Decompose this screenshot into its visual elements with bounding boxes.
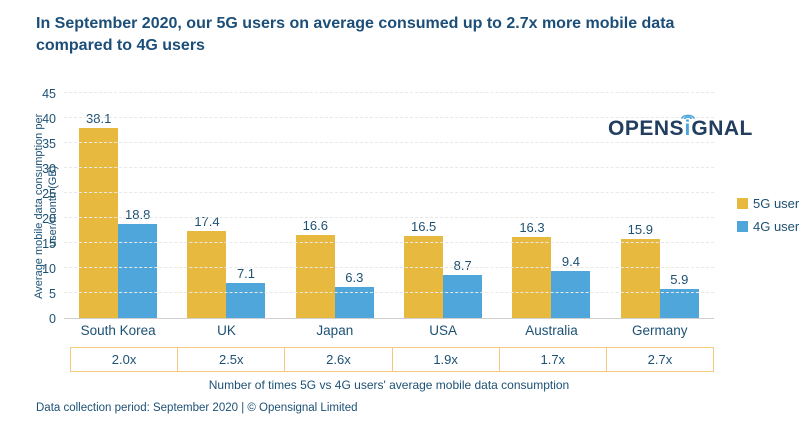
bar-group-south-korea: 38.1 18.8 xyxy=(64,93,172,318)
gridline-10 xyxy=(64,267,714,268)
bar-value-label: 16.6 xyxy=(302,218,328,233)
y-tick-25: 25 xyxy=(42,187,56,201)
legend-item-5g-user: 5G user xyxy=(737,196,799,211)
gridline-25 xyxy=(64,192,714,193)
multiplier-cell-south-korea: 2.0x xyxy=(111,352,137,367)
wifi-signal-icon xyxy=(680,114,695,119)
gridline-5 xyxy=(64,292,714,293)
bar-group-australia: 16.3 9.4 xyxy=(497,93,605,318)
legend-label: 4G user xyxy=(753,219,800,234)
bar-group-usa: 16.5 8.7 xyxy=(389,93,497,318)
bar-group-japan: 16.6 6.3 xyxy=(281,93,389,318)
bar-groups: 38.1 18.8 17.4 7.1 16.6 6.3 16.5 8.7 16.3 9.4 15.9… xyxy=(64,93,714,318)
multiplier-cell-japan: 2.6x xyxy=(284,348,391,371)
x-label-usa: USA xyxy=(429,323,458,338)
legend-label: 5G user xyxy=(753,196,800,211)
y-tick-0: 0 xyxy=(49,312,56,326)
multiplier-cell-usa: 1.9x xyxy=(391,348,499,371)
y-tick-30: 30 xyxy=(42,162,56,176)
5G-user-bar-australia: 16.3 xyxy=(512,220,552,318)
logo-i-glyph: i xyxy=(684,117,691,140)
5G-user-bar-japan: 16.6 xyxy=(295,218,335,318)
5G-user-bar-uk: 17.4 xyxy=(187,214,227,318)
multiplier-cell-australia: 1.7x xyxy=(498,348,606,371)
x-label-australia: Australia xyxy=(525,323,578,338)
bar-value-label: 7.1 xyxy=(236,265,256,281)
footer-note: Data collection period: September 2020 |… xyxy=(36,402,358,414)
multiplier-cell-uk: 2.5x xyxy=(177,348,284,371)
bar-value-label: 16.5 xyxy=(410,218,437,234)
5G-user-bar-germany: 15.9 xyxy=(620,222,660,318)
y-tick-5: 5 xyxy=(49,287,56,301)
y-tick-15: 15 xyxy=(42,237,56,251)
plot-area: 38.1 18.8 17.4 7.1 16.6 6.3 16.5 8.7 16.3 9.4 15.9… xyxy=(42,87,714,326)
bar-value-label: 6.3 xyxy=(345,269,364,285)
chart-title-line2: compared to 4G users xyxy=(36,36,205,54)
x-label-uk: UK xyxy=(217,323,236,338)
logo-text-right: GNAL xyxy=(691,117,753,140)
gridline-45 xyxy=(64,92,714,93)
bar-value-label: 16.3 xyxy=(519,219,545,235)
y-tick-45: 45 xyxy=(42,87,56,101)
x-label-south-korea: South Korea xyxy=(80,323,156,338)
multiplier-cell-germany: 2.7x xyxy=(605,348,713,371)
5G-user-bar-south-korea: 38.1 xyxy=(79,111,119,318)
bar-value-label: 9.4 xyxy=(561,254,581,269)
multiplier-table-caption: Number of times 5G vs 4G users' average … xyxy=(208,378,570,392)
bar-group-uk: 17.4 7.1 xyxy=(172,93,280,318)
opensignal-logo: OPENS i GNAL xyxy=(608,114,753,141)
4G-user-bar-germany: 5.9 xyxy=(659,272,699,318)
bar-value-label: 8.7 xyxy=(453,257,472,273)
y-tick-10: 10 xyxy=(42,262,56,276)
x-label-germany: Germany xyxy=(632,323,688,338)
gridline-30 xyxy=(64,167,714,168)
legend-swatch-icon xyxy=(737,198,748,209)
gridline-20 xyxy=(64,217,714,218)
4G-user-bar-japan: 6.3 xyxy=(334,270,374,318)
legend-item-4g-user: 4G user xyxy=(737,219,799,234)
bar-group-germany: 15.9 5.9 xyxy=(606,93,714,318)
logo-text-left: OPENS xyxy=(608,117,685,140)
4G-user-bar-uk: 7.1 xyxy=(226,266,266,318)
bar-value-label: 15.9 xyxy=(627,221,653,237)
bar-value-label: 18.8 xyxy=(125,207,151,222)
y-tick-40: 40 xyxy=(42,112,56,126)
x-label-japan: Japan xyxy=(316,323,354,338)
chart-legend: 5G user 4G user xyxy=(737,196,799,234)
5G-user-bar-usa: 16.5 xyxy=(404,219,444,318)
bar-value-label: 38.1 xyxy=(86,110,112,126)
gridline-15 xyxy=(64,242,714,243)
4G-user-bar-south-korea: 18.8 xyxy=(118,207,158,318)
x-axis-labels: South Korea UK Japan USA Australia Germany xyxy=(64,323,714,338)
bar-value-label: 5.9 xyxy=(670,271,689,287)
y-tick-35: 35 xyxy=(42,137,56,151)
chart-title: In September 2020, our 5G users on avera… xyxy=(36,13,756,56)
logo-letter-i: i xyxy=(680,114,695,141)
chart-title-line1: In September 2020, our 5G users on avera… xyxy=(36,15,675,32)
multiplier-table: 2.0x 2.5x 2.6x 1.9x 1.7x 2.7x xyxy=(70,347,714,372)
4G-user-bar-australia: 9.4 xyxy=(551,254,591,318)
gridline-40 xyxy=(64,117,714,118)
gridline-35 xyxy=(64,142,714,143)
legend-swatch-icon xyxy=(737,221,748,232)
y-tick-20: 20 xyxy=(42,212,56,226)
4G-user-bar-usa: 8.7 xyxy=(443,258,483,318)
